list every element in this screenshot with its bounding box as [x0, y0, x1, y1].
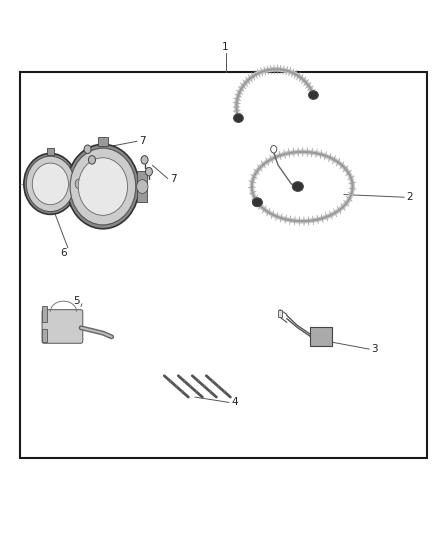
Text: 2: 2 [406, 192, 413, 202]
Ellipse shape [233, 114, 243, 123]
Text: 1: 1 [222, 42, 229, 52]
Ellipse shape [24, 154, 77, 214]
Ellipse shape [309, 91, 318, 99]
Text: 3: 3 [371, 344, 378, 354]
Text: 4: 4 [231, 398, 238, 407]
Circle shape [88, 156, 95, 164]
Circle shape [75, 179, 83, 189]
Ellipse shape [26, 156, 74, 212]
Bar [98, 136, 108, 146]
Circle shape [141, 156, 148, 164]
Ellipse shape [78, 158, 127, 215]
Ellipse shape [253, 198, 262, 207]
Circle shape [84, 145, 91, 154]
Bar [76, 173, 83, 195]
Ellipse shape [67, 144, 139, 229]
Bar [42, 306, 47, 322]
Circle shape [271, 146, 277, 153]
Bar [138, 171, 147, 202]
Bar [20, 72, 427, 458]
Text: 7: 7 [170, 174, 177, 183]
Ellipse shape [70, 148, 136, 225]
Text: 7: 7 [139, 136, 146, 146]
Ellipse shape [293, 182, 304, 191]
Circle shape [137, 180, 148, 193]
Bar [42, 329, 47, 342]
FancyBboxPatch shape [42, 310, 83, 343]
Text: 5: 5 [73, 296, 80, 306]
Circle shape [145, 167, 152, 176]
FancyBboxPatch shape [310, 327, 332, 346]
Ellipse shape [253, 198, 262, 207]
Bar [47, 148, 54, 155]
Bar [278, 310, 282, 317]
Text: 6: 6 [60, 248, 67, 258]
Ellipse shape [32, 163, 68, 205]
